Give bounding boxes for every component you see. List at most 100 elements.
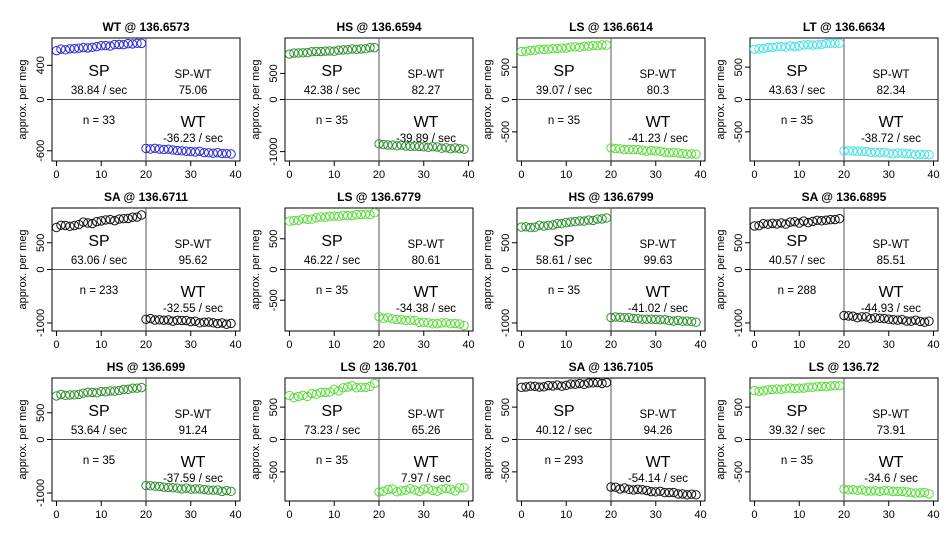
data-point-wt xyxy=(677,316,688,326)
x-tick-label: 40 xyxy=(694,509,706,521)
data-point-wt xyxy=(392,141,402,151)
data-point-wt xyxy=(208,318,218,328)
data-point-sp xyxy=(92,41,102,52)
data-point-wt xyxy=(441,318,451,328)
data-point-wt xyxy=(181,146,191,156)
data-point-sp xyxy=(579,41,589,52)
x-tick-label: 20 xyxy=(373,509,385,521)
data-point-sp xyxy=(763,42,773,53)
data-point-sp xyxy=(785,217,795,227)
wt-rate: -34.38 / sec xyxy=(396,303,456,315)
spwt-value: 80.3 xyxy=(647,85,669,97)
data-point-wt xyxy=(619,313,630,323)
data-point-sp xyxy=(92,388,102,398)
spwt-label: SP-WT xyxy=(872,239,909,251)
data-point-wt xyxy=(199,484,209,495)
x-tick-label: 40 xyxy=(229,169,241,181)
data-point-wt xyxy=(893,315,903,325)
data-point-sp xyxy=(298,213,308,224)
spwt-value: 75.06 xyxy=(179,85,208,97)
y-axis-label: approx. per meg xyxy=(17,59,29,139)
data-point-wt xyxy=(637,485,648,495)
data-point-sp xyxy=(329,384,339,395)
data-point-wt xyxy=(901,148,912,159)
data-point-wt xyxy=(691,149,701,159)
y-tick-label: 500 xyxy=(733,398,745,416)
y-tick-label: 0 xyxy=(733,96,745,102)
data-point-wt xyxy=(212,485,223,495)
data-point-wt xyxy=(172,315,183,326)
x-tick-label: 0 xyxy=(53,509,59,521)
data-point-wt xyxy=(857,485,867,495)
data-point-wt xyxy=(861,312,872,322)
data-point-wt xyxy=(195,318,205,328)
x-tick-label: 30 xyxy=(883,509,895,521)
spwt-value: 95.62 xyxy=(179,255,208,267)
data-point-wt xyxy=(159,482,169,492)
data-point-sp xyxy=(351,383,362,393)
data-point-sp xyxy=(530,45,540,55)
data-point-wt xyxy=(396,140,407,150)
data-point-wt xyxy=(410,485,420,495)
sp-rate: 46.22 / sec xyxy=(304,255,361,267)
data-point-sp xyxy=(790,41,800,52)
y-tick-label: -1000 xyxy=(35,309,47,337)
data-point-sp xyxy=(311,213,322,223)
data-point-wt xyxy=(642,146,652,156)
data-point-wt xyxy=(686,316,697,327)
data-point-sp xyxy=(109,39,120,50)
data-point-sp xyxy=(830,214,840,225)
data-point-wt xyxy=(906,488,916,498)
data-point-wt xyxy=(221,319,232,329)
sp-rate: 39.07 / sec xyxy=(536,85,593,97)
x-tick-label: 0 xyxy=(53,169,59,181)
data-point-sp xyxy=(772,219,782,229)
x-tick-label: 30 xyxy=(185,509,197,521)
data-point-wt xyxy=(405,141,416,151)
panel-title: HS @ 136.699 xyxy=(107,360,186,374)
wt-label: WT xyxy=(879,454,904,471)
y-axis-label: approx. per meg xyxy=(482,59,494,139)
data-point-sp xyxy=(316,387,326,398)
x-tick-label: 30 xyxy=(883,169,895,181)
data-point-wt xyxy=(419,317,429,327)
x-tick-label: 20 xyxy=(373,169,385,181)
y-tick-label: -1000 xyxy=(35,479,47,507)
data-point-wt xyxy=(691,490,701,500)
data-point-wt xyxy=(387,140,398,150)
x-tick-label: 10 xyxy=(95,169,107,181)
data-point-sp xyxy=(534,220,545,231)
panel: LS @ 136.6614 0 10 20 30 40 500 0 -500 approx. pe… xyxy=(482,20,707,181)
x-tick-label: 0 xyxy=(53,339,59,351)
data-point-wt xyxy=(410,315,420,326)
data-point-wt xyxy=(664,315,674,326)
data-point-sp xyxy=(588,40,598,51)
data-point-wt xyxy=(186,484,196,494)
data-point-wt xyxy=(168,482,178,493)
x-tick-label: 40 xyxy=(927,509,939,521)
data-point-wt xyxy=(897,314,907,325)
data-point-sp xyxy=(825,214,836,225)
spwt-label: SP-WT xyxy=(407,239,444,251)
data-point-sp xyxy=(592,214,603,224)
sp-label: SP xyxy=(786,403,807,420)
data-point-sp xyxy=(369,208,380,218)
data-point-sp xyxy=(316,46,326,57)
data-point-sp xyxy=(834,38,845,48)
wt-rate: -44.93 / sec xyxy=(861,303,921,315)
data-point-wt xyxy=(677,148,688,159)
data-point-sp xyxy=(360,382,371,393)
wt-label: WT xyxy=(646,454,671,471)
x-tick-label: 40 xyxy=(694,169,706,181)
x-tick-label: 40 xyxy=(462,339,474,351)
data-point-sp xyxy=(758,43,769,54)
data-point-wt xyxy=(610,143,621,154)
x-tick-label: 40 xyxy=(229,509,241,521)
data-point-sp xyxy=(114,385,124,396)
data-point-wt xyxy=(633,144,643,155)
data-point-wt xyxy=(163,144,174,154)
sp-rate: 40.57 / sec xyxy=(769,255,826,267)
data-point-wt xyxy=(145,481,156,491)
data-point-wt xyxy=(154,144,165,154)
data-point-wt xyxy=(888,149,898,159)
